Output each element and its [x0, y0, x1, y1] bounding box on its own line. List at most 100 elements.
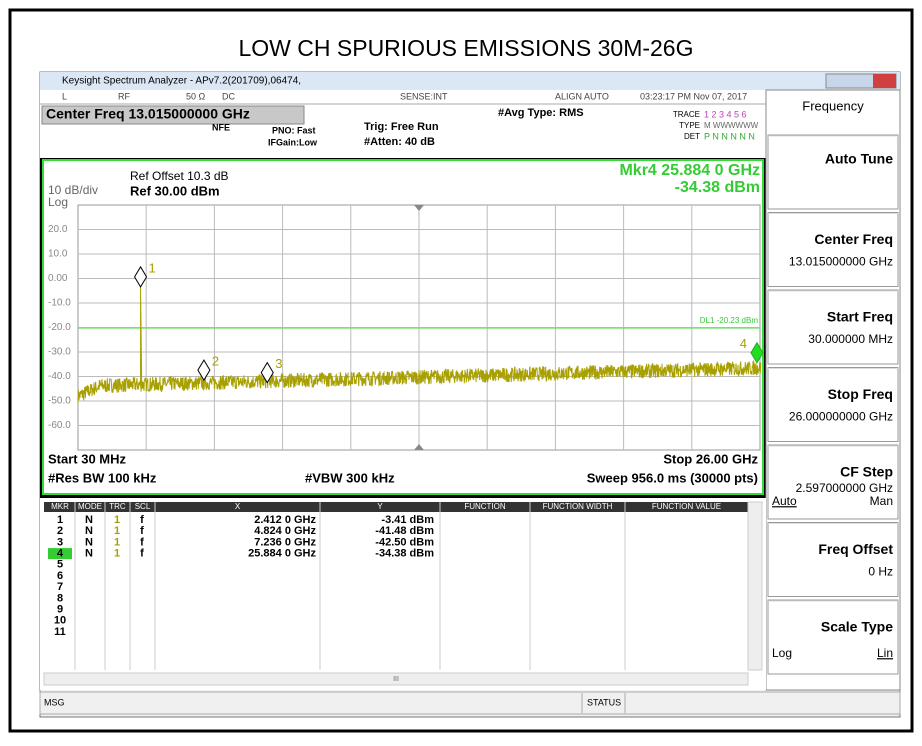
table-cell: 5 [57, 559, 63, 571]
table-cell: 4 [57, 548, 64, 560]
close-button[interactable] [873, 74, 896, 88]
status-item: 50 Ω [186, 91, 206, 101]
table-cell: N [85, 548, 93, 560]
softkey-label: Center Freq [814, 231, 893, 247]
softkey[interactable] [767, 212, 899, 287]
table-header-cell: Y [377, 502, 383, 511]
table-cell: f [140, 514, 144, 526]
softkey[interactable] [767, 289, 899, 365]
trace-label: TRACE [673, 110, 700, 119]
title-bar [40, 72, 900, 90]
center-freq: Center Freq 13.015000000 GHz [46, 106, 250, 122]
table-header [44, 502, 748, 512]
softkey-option: Auto [772, 494, 797, 508]
softkey[interactable] [767, 367, 899, 442]
softkey-option: Man [870, 494, 893, 508]
type-value: M WWWWWW [704, 121, 759, 130]
marker-readout: Mkr4 25.884 0 GHz [619, 162, 760, 179]
avg-type: #Avg Type: RMS [498, 107, 584, 119]
table-cell: 11 [54, 626, 66, 638]
y-tick-label: -50.0 [48, 396, 71, 407]
table-header-cell: MKR [51, 502, 69, 511]
table-cell: f [140, 525, 144, 537]
marker-label: 3 [275, 356, 282, 371]
y-tick-label: -60.0 [48, 420, 71, 431]
center-freq-box [41, 105, 305, 125]
trace [77, 286, 762, 404]
status-item: 03:23:17 PM Nov 07, 2017 [640, 91, 747, 101]
atten: #Atten: 40 dB [364, 136, 435, 148]
softkey-option: Log [772, 646, 792, 660]
center-arrow-bottom [414, 444, 424, 450]
marker [750, 341, 764, 364]
table-cell: -42.50 dBm [375, 536, 434, 548]
table-cell: 1 [57, 514, 63, 526]
table-cell: 6 [57, 570, 63, 582]
scroll-thumb[interactable]: III [393, 676, 399, 683]
message-bar [39, 691, 901, 715]
trace-nums: 1 2 3 4 5 6 [704, 109, 747, 119]
table-cell: 1 [114, 536, 120, 548]
scale: 10 dB/div [48, 183, 98, 197]
y-tick-label: -20.0 [48, 322, 71, 333]
softkey-value: 13.015000000 GHz [789, 255, 893, 269]
ifgain: IFGain:Low [268, 137, 318, 147]
table-cell: 1 [114, 514, 120, 526]
display-line-label: DL1 -20.23 dBm [700, 316, 759, 325]
status-item: RF [118, 91, 130, 101]
table-cell: -34.38 dBm [375, 548, 434, 560]
table-header-cell: FUNCTION WIDTH [543, 502, 613, 511]
softkey-value: 30.000000 MHz [808, 332, 893, 346]
menu-title: Frequency [802, 98, 864, 113]
center-arrow-top [414, 205, 424, 211]
table-cell: 2.412 0 GHz [254, 514, 316, 526]
scale-type: Log [48, 195, 68, 209]
y-tick-label: -40.0 [48, 371, 71, 382]
table-cell: f [140, 536, 144, 548]
table-cell: 25.884 0 GHz [248, 548, 316, 560]
y-tick-label: -30.0 [48, 347, 71, 358]
table-cell: 3 [57, 536, 63, 548]
marker [260, 361, 274, 384]
table-cell: f [140, 548, 144, 560]
det-label: DET [684, 132, 700, 141]
det-value: P N N N N N [704, 131, 755, 141]
softkey-value: 26.000000000 GHz [789, 410, 893, 424]
table-cell: 1 [114, 525, 120, 537]
selected-marker [48, 548, 72, 560]
table-cell: 4.824 0 GHz [254, 525, 316, 537]
msg-label: MSG [44, 697, 65, 707]
table-header-cell: TRC [109, 502, 126, 511]
marker [197, 359, 211, 382]
softkey-label: Start Freq [827, 309, 893, 325]
table-header-cell: FUNCTION [464, 502, 506, 511]
marker-label: 2 [212, 354, 219, 369]
table-cell: -3.41 dBm [381, 514, 434, 526]
y-tick-label: -10.0 [48, 298, 71, 309]
type-label: TYPE [679, 121, 700, 130]
marker-label: 1 [149, 260, 156, 275]
softkey[interactable] [767, 444, 899, 520]
h-scrollbar[interactable] [43, 672, 749, 686]
softkey-label: Freq Offset [818, 541, 893, 557]
softkey-value: 2.597000000 GHz [796, 481, 893, 495]
status-item: L [62, 91, 67, 101]
table-cell: 9 [57, 604, 63, 616]
table-cell: 2 [57, 525, 63, 537]
softkey[interactable] [767, 522, 899, 597]
softkey-option: Lin [877, 646, 893, 660]
table-header-cell: MODE [78, 502, 102, 511]
softkey-label: Auto Tune [825, 151, 893, 167]
ref-level: Ref 30.00 dBm [130, 183, 220, 198]
softkey[interactable] [767, 134, 899, 210]
v-scrollbar[interactable] [747, 501, 763, 671]
softkey[interactable] [767, 599, 899, 675]
vbw: #VBW 300 kHz [305, 470, 395, 485]
sweep: Sweep 956.0 ms (30000 pts) [587, 470, 758, 485]
table-cell: 1 [114, 548, 120, 560]
table-cell: -41.48 dBm [375, 525, 434, 537]
status-item: DC [222, 91, 235, 101]
marker-label: 4 [740, 336, 747, 351]
table-cell: N [85, 514, 93, 526]
